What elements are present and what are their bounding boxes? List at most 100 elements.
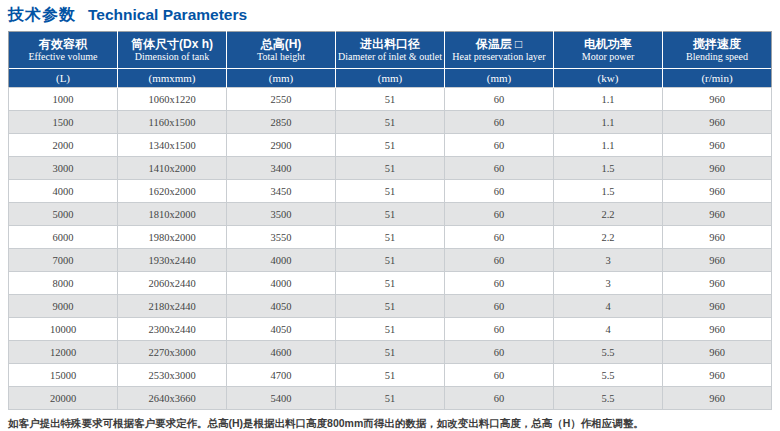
- table-cell: 51: [336, 249, 445, 272]
- table-cell: 960: [663, 272, 772, 295]
- table-cell: 960: [663, 387, 772, 410]
- table-body: 10001060x1220255051601.196015001160x1500…: [9, 88, 772, 410]
- column-header-unit: (r/min): [663, 68, 771, 87]
- table-cell: 5.5: [554, 364, 663, 387]
- table-cell: 960: [663, 226, 772, 249]
- table-cell: 960: [663, 364, 772, 387]
- table-cell: 1410x2000: [118, 157, 227, 180]
- table-cell: 51: [336, 318, 445, 341]
- column-header: 筒体尺寸(Dx h)Dimension of tank(mmxmm): [118, 32, 227, 88]
- table-cell: 5400: [227, 387, 336, 410]
- table-cell: 60: [445, 272, 554, 295]
- column-header-unit: (L): [9, 68, 117, 87]
- table-cell: 1810x2000: [118, 203, 227, 226]
- column-header: 有效容积Effective volume(L): [9, 32, 118, 88]
- column-header-en: Motor power: [554, 51, 662, 68]
- table-cell: 2550: [227, 88, 336, 111]
- table-cell: 1340x1500: [118, 134, 227, 157]
- table-cell: 3: [554, 272, 663, 295]
- table-cell: 2640x3660: [118, 387, 227, 410]
- table-cell: 4000: [227, 249, 336, 272]
- footnotes: 如客户提出特殊要求可根据客户要求定作。总高(H)是根据出料口高度800mm而得出…: [8, 416, 772, 431]
- table-cell: 1500: [9, 111, 118, 134]
- table-cell: 1160x1500: [118, 111, 227, 134]
- table-cell: 60: [445, 249, 554, 272]
- table-cell: 960: [663, 88, 772, 111]
- table-cell: 2000: [9, 134, 118, 157]
- table-cell: 960: [663, 341, 772, 364]
- table-cell: 1.1: [554, 111, 663, 134]
- table-cell: 3: [554, 249, 663, 272]
- table-cell: 1620x2000: [118, 180, 227, 203]
- table-cell: 51: [336, 272, 445, 295]
- table-cell: 4: [554, 318, 663, 341]
- table-cell: 51: [336, 180, 445, 203]
- column-header-cn: 有效容积: [9, 32, 117, 51]
- table-cell: 5000: [9, 203, 118, 226]
- table-cell: 1930x2440: [118, 249, 227, 272]
- table-row: 120002270x3000460051605.5960: [9, 341, 772, 364]
- table-cell: 60: [445, 157, 554, 180]
- table-cell: 7000: [9, 249, 118, 272]
- table-cell: 1000: [9, 88, 118, 111]
- table-cell: 4700: [227, 364, 336, 387]
- column-header-en: Total height: [227, 51, 335, 68]
- table-cell: 60: [445, 203, 554, 226]
- table-cell: 960: [663, 157, 772, 180]
- table-row: 60001980x2000355051602.2960: [9, 226, 772, 249]
- footnote-chinese: 如客户提出特殊要求可根据客户要求定作。总高(H)是根据出料口高度800mm而得出…: [8, 416, 772, 431]
- table-cell: 4600: [227, 341, 336, 364]
- table-cell: 1.5: [554, 180, 663, 203]
- table-cell: 2.2: [554, 203, 663, 226]
- page: 技术参数 Technical Parameters 有效容积Effective …: [0, 0, 780, 431]
- table-cell: 51: [336, 295, 445, 318]
- table-cell: 4000: [227, 272, 336, 295]
- column-header-cn: 总高(H): [227, 32, 335, 51]
- table-cell: 2060x2440: [118, 272, 227, 295]
- table-cell: 2530x3000: [118, 364, 227, 387]
- table-cell: 1.1: [554, 88, 663, 111]
- table-row: 30001410x2000340051601.5960: [9, 157, 772, 180]
- table-row: 70001930x2440400051603960: [9, 249, 772, 272]
- column-header-unit: (mm): [227, 68, 335, 87]
- table-row: 150002530x3000470051605.5960: [9, 364, 772, 387]
- table-cell: 12000: [9, 341, 118, 364]
- column-header-cn: 搅拌速度: [663, 32, 771, 51]
- table-row: 15001160x1500285051601.1960: [9, 111, 772, 134]
- table-cell: 4050: [227, 295, 336, 318]
- table-row: 200002640x3660540051605.5960: [9, 387, 772, 410]
- table-cell: 60: [445, 88, 554, 111]
- column-header-en: Dimension of tank: [118, 51, 226, 68]
- table-cell: 6000: [9, 226, 118, 249]
- table-cell: 3450: [227, 180, 336, 203]
- column-header-unit: (kw): [554, 68, 662, 87]
- column-header: 保温层 □Heat preservation layer(mm): [445, 32, 554, 88]
- table-cell: 5.5: [554, 341, 663, 364]
- table-cell: 51: [336, 111, 445, 134]
- table-cell: 1.5: [554, 157, 663, 180]
- column-header-cn: 进出料口径: [336, 32, 444, 51]
- table-cell: 4: [554, 295, 663, 318]
- table-cell: 960: [663, 203, 772, 226]
- table-cell: 960: [663, 111, 772, 134]
- table-row: 50001810x2000350051602.2960: [9, 203, 772, 226]
- column-header: 搅拌速度Blending speed(r/min): [663, 32, 772, 88]
- table-cell: 51: [336, 226, 445, 249]
- header-row: 有效容积Effective volume(L)筒体尺寸(Dx h)Dimensi…: [9, 32, 772, 88]
- table-cell: 2.2: [554, 226, 663, 249]
- table-cell: 51: [336, 387, 445, 410]
- column-header-cn: 电机功率: [554, 32, 662, 51]
- table-cell: 3000: [9, 157, 118, 180]
- column-header: 电机功率Motor power(kw): [554, 32, 663, 88]
- table-row: 80002060x2440400051603960: [9, 272, 772, 295]
- table-cell: 20000: [9, 387, 118, 410]
- table-cell: 60: [445, 134, 554, 157]
- column-header-unit: (mm): [445, 68, 553, 87]
- column-header-cn: 筒体尺寸(Dx h): [118, 32, 226, 51]
- column-header-en: Blending speed: [663, 51, 771, 68]
- table-cell: 3550: [227, 226, 336, 249]
- table-cell: 960: [663, 249, 772, 272]
- table-header: 有效容积Effective volume(L)筒体尺寸(Dx h)Dimensi…: [9, 32, 772, 88]
- table-row: 10001060x1220255051601.1960: [9, 88, 772, 111]
- page-title-english: Technical Parameters: [88, 6, 247, 24]
